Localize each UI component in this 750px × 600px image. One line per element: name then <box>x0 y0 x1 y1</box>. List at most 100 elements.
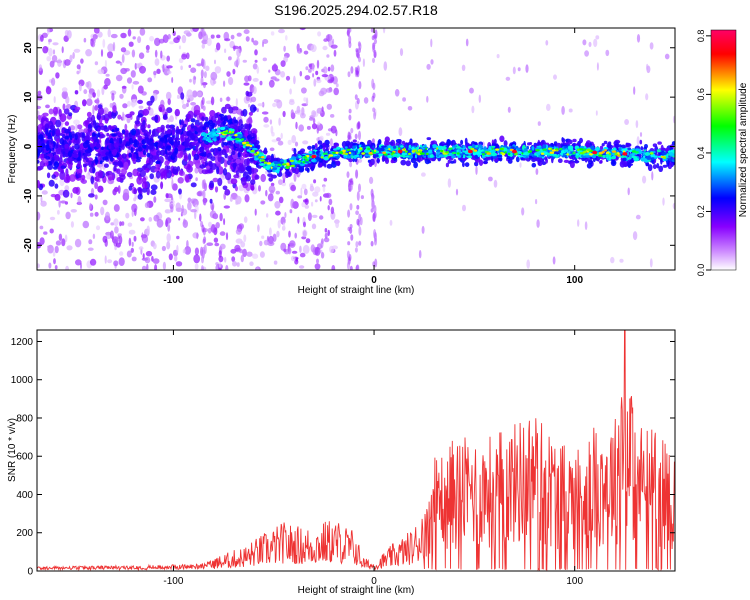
spectrogram-cell <box>132 135 135 141</box>
spectrogram-cell <box>442 152 447 155</box>
spectrogram-noise-cell <box>308 63 312 68</box>
spectrogram-cell <box>136 171 141 177</box>
spectrogram-cell <box>228 128 233 132</box>
spectrogram-cell <box>97 107 104 116</box>
spectrogram-cell <box>51 174 56 179</box>
spectrogram-noise-cell <box>370 240 374 247</box>
spectrogram-noise-cell <box>187 197 192 203</box>
spectrogram-cell <box>202 126 207 131</box>
spectrogram-noise-cell <box>120 47 127 53</box>
spectrogram-noise-cell <box>269 119 273 125</box>
spectrogram-noise-cell <box>165 91 172 100</box>
spectrogram-cell <box>443 145 446 149</box>
spectrogram-noise-cell <box>131 241 134 247</box>
spectrogram-noise-cell <box>290 255 296 262</box>
spectrogram-noise-cell <box>662 197 665 206</box>
spectrogram-noise-cell <box>311 110 316 118</box>
spectrogram-cell <box>425 147 428 150</box>
spectrogram-cell <box>180 119 184 126</box>
spectrogram-cell <box>210 148 215 153</box>
spectrogram-noise-cell <box>101 86 105 96</box>
spectrogram-cell <box>629 159 634 164</box>
spectrogram-cell <box>548 147 551 150</box>
spectrogram-cell <box>40 153 45 161</box>
spectrogram-noise-cell <box>270 125 274 134</box>
spectrogram-cell <box>117 132 124 137</box>
spectrogram-noise-cell <box>254 49 258 56</box>
spectrogram-noise-cell <box>319 135 324 141</box>
spectrogram-noise-cell <box>121 85 127 89</box>
spectrogram-cell <box>251 168 259 174</box>
spectrogram-cell <box>376 157 380 164</box>
spectrogram-noise-cell <box>67 30 72 39</box>
spectrogram-cell <box>206 135 210 137</box>
spectrogram-noise-cell <box>132 36 136 40</box>
spectrogram-noise-cell <box>48 262 52 269</box>
spectrogram-noise-cell <box>471 105 475 114</box>
spectrogram-noise-cell <box>311 214 318 218</box>
spectrogram-noise-cell <box>269 227 272 236</box>
spectrogram-noise-cell <box>314 199 318 203</box>
spectrogram-noise-cell <box>358 183 361 193</box>
spectrogram-noise-cell <box>62 92 67 100</box>
spectrogram-noise-cell <box>296 105 301 114</box>
spectrogram-noise-cell <box>194 210 197 220</box>
spectrogram-noise-cell <box>356 218 360 226</box>
spectrogram-cell <box>212 132 217 136</box>
spectrogram-noise-cell <box>201 43 205 49</box>
spectrogram-cell <box>122 139 127 145</box>
spectrogram-noise-cell <box>138 105 144 109</box>
spectrogram-noise-cell <box>240 254 244 263</box>
spectrogram-cell <box>250 133 256 137</box>
spectrogram-noise-cell <box>165 217 172 224</box>
spectrogram-cell <box>625 142 631 148</box>
spectrogram-noise-cell <box>299 252 306 258</box>
spectrogram-noise-cell <box>256 267 259 270</box>
colorbar-tick-label: 0.0 <box>696 264 706 277</box>
spectrogram-cell <box>323 160 327 168</box>
spectrogram-cell <box>342 149 346 152</box>
spectrogram-noise-cell <box>126 77 133 84</box>
spectrogram-noise-cell <box>330 206 335 215</box>
spectrogram-noise-cell <box>610 256 615 264</box>
spectrogram-cell <box>136 176 143 185</box>
spectrogram-cell <box>107 174 115 181</box>
spectrogram-noise-cell <box>309 185 315 192</box>
spectrogram-noise-cell <box>519 162 522 168</box>
spectrogram-noise-cell <box>170 203 174 213</box>
spectrogram-noise-cell <box>145 44 150 51</box>
spectrogram-noise-cell <box>636 34 641 43</box>
spectrogram-cell <box>668 151 673 156</box>
spectrogram-cell <box>259 163 265 166</box>
spectrogram-noise-cell <box>138 246 144 251</box>
spectrogram-cell <box>644 149 647 152</box>
spectrogram-cell <box>80 148 86 154</box>
spectrogram-noise-cell <box>244 75 250 83</box>
spectrogram-cell <box>462 161 465 168</box>
spectrogram-cell <box>341 141 347 148</box>
spectrogram-cell <box>422 150 428 153</box>
spectrogram-noise-cell <box>94 61 99 66</box>
spectrogram-cell <box>426 152 429 156</box>
spectrogram-noise-cell <box>139 65 146 74</box>
spectrogram-cell <box>217 177 223 187</box>
spectrogram-cell <box>490 145 496 148</box>
spectrogram-cell <box>234 137 240 141</box>
spectrogram-cell <box>245 90 250 97</box>
spectrogram-noise-cell <box>545 40 549 46</box>
spectrogram-cell <box>290 156 297 161</box>
spectrogram-cell <box>430 140 435 146</box>
spectrogram-noise-cell <box>371 138 375 145</box>
spectrogram-noise-cell <box>51 55 58 63</box>
spectrogram-noise-cell <box>113 260 119 267</box>
spectrogram-cell <box>202 151 207 158</box>
spectrogram-cell <box>608 147 611 152</box>
spectrogram-noise-cell <box>46 28 50 35</box>
spectrogram-cell <box>144 137 150 144</box>
spectrogram-ytick-label: -10 <box>23 188 34 203</box>
spectrogram-noise-cell <box>76 70 80 75</box>
spectrogram-noise-cell <box>505 76 511 81</box>
spectrogram-cell <box>599 159 603 164</box>
spectrogram-cell <box>254 155 257 160</box>
spectrogram-noise-cell <box>40 34 44 42</box>
